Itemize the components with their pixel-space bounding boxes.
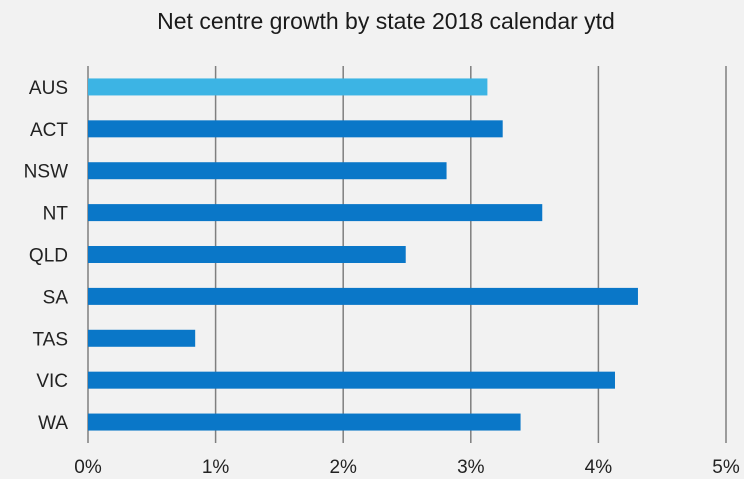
chart-title: Net centre growth by state 2018 calendar… — [157, 8, 615, 34]
x-tick-label: 5% — [712, 457, 740, 478]
category-label-act: ACT — [30, 120, 68, 141]
category-label-aus: AUS — [29, 78, 68, 99]
category-label-qld: QLD — [29, 246, 68, 267]
x-tick-label: 3% — [457, 457, 485, 478]
bar-aus — [88, 78, 488, 96]
bar-qld — [88, 246, 406, 263]
bar-vic — [88, 371, 615, 389]
bar-sa — [88, 287, 638, 305]
bar-nsw — [88, 162, 447, 180]
x-tick-label: 4% — [585, 457, 613, 478]
tick-label-layer: 0% 1% 2% 3% 4% 5% — [74, 457, 740, 478]
category-label-wa: WA — [38, 413, 68, 434]
bar-tas — [88, 329, 196, 347]
bar-act — [88, 120, 503, 138]
bar-wa — [88, 413, 521, 431]
category-label-layer: AUS ACT NSW NT QLD SA TAS VIC WA — [24, 78, 69, 434]
x-tick-label: 2% — [329, 457, 357, 478]
category-label-tas: TAS — [32, 329, 68, 350]
category-label-sa: SA — [43, 287, 69, 308]
bar-nt — [88, 204, 543, 222]
category-label-nt: NT — [43, 204, 69, 225]
x-tick-label: 1% — [202, 457, 230, 478]
x-tick-label: 0% — [74, 457, 102, 478]
bar-layer — [88, 78, 638, 431]
category-label-nsw: NSW — [24, 162, 68, 183]
category-label-vic: VIC — [36, 371, 68, 392]
